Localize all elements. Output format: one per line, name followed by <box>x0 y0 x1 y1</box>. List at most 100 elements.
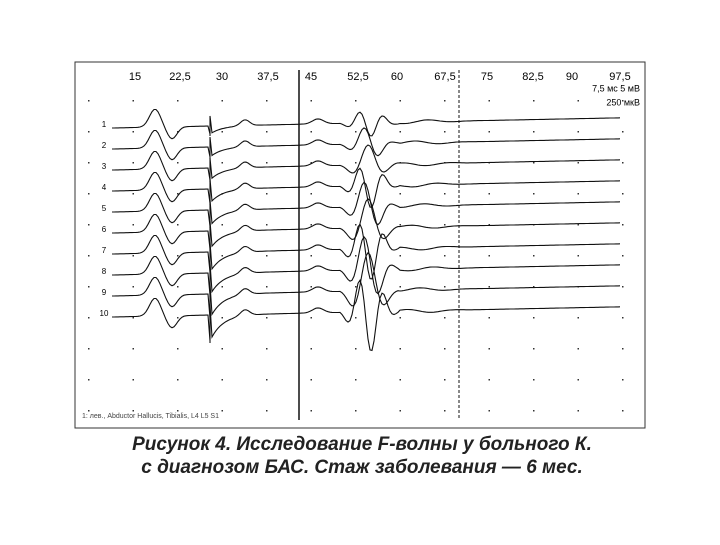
time-label: 52,5 <box>347 71 368 83</box>
grid-dot <box>177 131 179 133</box>
grid-dot <box>266 131 268 133</box>
trace <box>112 167 621 208</box>
trace-label: 1 <box>102 120 107 129</box>
grid-dot <box>177 317 179 319</box>
grid-dot <box>177 286 179 288</box>
grid-dot <box>399 379 401 381</box>
grid-dot <box>88 317 90 319</box>
grid-dot <box>88 193 90 195</box>
trace-label: 5 <box>102 204 107 213</box>
grid-dot <box>622 348 624 350</box>
grid-dot <box>221 100 223 102</box>
grid-dot <box>444 100 446 102</box>
grid-dot <box>266 224 268 226</box>
grid-dot <box>444 286 446 288</box>
time-label: 67,5 <box>434 71 455 83</box>
grid-dot <box>221 286 223 288</box>
grid-dot <box>177 379 179 381</box>
grid-dot <box>488 224 490 226</box>
grid-dot <box>355 348 357 350</box>
grid-dot <box>221 348 223 350</box>
trace <box>112 108 621 140</box>
grid-dot <box>399 410 401 412</box>
grid-dot <box>399 286 401 288</box>
grid-dot <box>177 410 179 412</box>
grid-dot <box>177 224 179 226</box>
grid-dot <box>132 379 134 381</box>
trace <box>112 235 621 297</box>
grid-dot <box>177 162 179 164</box>
time-label: 75 <box>481 71 493 83</box>
grid-dot <box>88 286 90 288</box>
trace-label: 2 <box>102 141 107 150</box>
grid-dot <box>533 100 535 102</box>
grid-dot <box>622 193 624 195</box>
grid-dot <box>622 131 624 133</box>
grid-dot <box>266 379 268 381</box>
trace <box>112 144 621 182</box>
grid-dot <box>533 379 535 381</box>
time-label: 37,5 <box>257 71 278 83</box>
trace-label: 3 <box>102 162 107 171</box>
grid-dot <box>132 100 134 102</box>
scale-label: 250 мкВ <box>606 97 640 107</box>
grid-dot <box>177 193 179 195</box>
grid-dot <box>266 193 268 195</box>
grid-dot <box>577 193 579 195</box>
caption-line: с диагнозом БАС. Стаж заболевания — 6 ме… <box>141 457 583 478</box>
grid-dot <box>488 100 490 102</box>
grid-dot <box>622 286 624 288</box>
grid-dot <box>310 162 312 164</box>
footnote: 1: лев., Abductor Hallucis, Tibialis, L4… <box>82 413 219 420</box>
grid-dot <box>622 255 624 257</box>
grid-dot <box>177 255 179 257</box>
grid-dot <box>310 255 312 257</box>
scale-label: 7,5 мс 5 мВ <box>592 83 640 93</box>
grid-dot <box>399 348 401 350</box>
grid-dot <box>399 193 401 195</box>
grid-dot <box>622 379 624 381</box>
grid-dot <box>132 162 134 164</box>
grid-dot <box>355 379 357 381</box>
trace-label: 8 <box>102 267 107 276</box>
grid-dot <box>310 100 312 102</box>
grid-dot <box>577 317 579 319</box>
grid-dot <box>310 379 312 381</box>
grid-dot <box>577 224 579 226</box>
trace <box>112 223 621 280</box>
grid-dot <box>399 100 401 102</box>
grid-dot <box>221 162 223 164</box>
grid-dot <box>622 410 624 412</box>
grid-dot <box>488 317 490 319</box>
grid-dot <box>577 379 579 381</box>
trace-label: 9 <box>102 288 107 297</box>
grid-dot <box>355 410 357 412</box>
grid-dot <box>266 162 268 164</box>
grid-dot <box>444 131 446 133</box>
grid-dot <box>488 410 490 412</box>
grid-dot <box>266 410 268 412</box>
grid-dot <box>533 193 535 195</box>
grid-dot <box>533 410 535 412</box>
time-label: 82,5 <box>522 71 543 83</box>
grid-dot <box>221 317 223 319</box>
grid-dot <box>177 348 179 350</box>
grid-dot <box>221 379 223 381</box>
trace-label: 6 <box>102 225 107 234</box>
grid-dot <box>577 100 579 102</box>
grid-dot <box>221 131 223 133</box>
grid-dot <box>310 286 312 288</box>
grid-dot <box>310 348 312 350</box>
grid-dot <box>132 348 134 350</box>
grid-dot <box>533 131 535 133</box>
grid-dot <box>577 348 579 350</box>
grid-dot <box>444 224 446 226</box>
grid-dot <box>444 410 446 412</box>
trace <box>112 251 621 320</box>
grid-dot <box>266 286 268 288</box>
grid-dot <box>488 255 490 257</box>
grid-dot <box>488 286 490 288</box>
grid-dot <box>88 379 90 381</box>
grid-dot <box>622 224 624 226</box>
grid-dot <box>132 286 134 288</box>
